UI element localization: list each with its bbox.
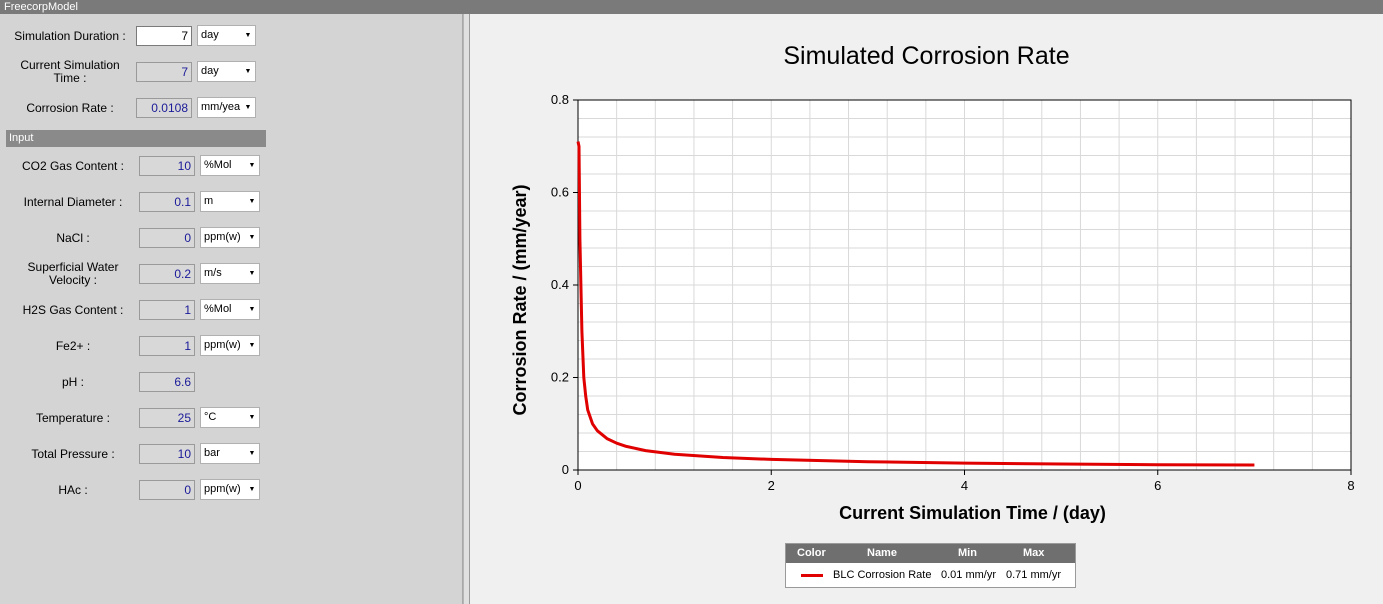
nacl-field[interactable]: 0 — [139, 228, 195, 248]
simulation-duration-unit-select[interactable]: day ▼ — [197, 25, 256, 46]
legend-header: Color Name Min Max — [786, 544, 1075, 563]
chevron-down-icon[interactable]: ▼ — [241, 98, 255, 117]
series-line-blc-corrosion-rate — [576, 141, 1255, 467]
current-simulation-time-label: Current Simulation Time : — [20, 58, 120, 85]
unit-value: m/s — [204, 267, 222, 279]
corrosion-rate-chart: 0 2 4 6 8 0 0.2 0.4 0.6 0.8 Current Simulation Tim… — [510, 92, 1355, 523]
superficial-water-velocity-label: Superficial Water Velocity : — [27, 260, 119, 287]
chevron-down-icon[interactable]: ▼ — [245, 444, 259, 463]
fe2-unit-select[interactable]: ppm(w) ▼ — [200, 335, 260, 356]
total-pressure-label: Total Pressure : — [31, 446, 115, 461]
temperature-field[interactable]: 25 — [139, 408, 195, 428]
ph-label: pH : — [61, 374, 84, 389]
chevron-down-icon[interactable]: ▼ — [245, 192, 259, 211]
hac-unit-select[interactable]: ppm(w) ▼ — [200, 479, 260, 500]
legend-swatch — [801, 574, 823, 577]
unit-value: %Mol — [204, 159, 232, 171]
superficial-water-velocity-unit-select[interactable]: m/s ▼ — [200, 263, 260, 284]
unit-value: °C — [204, 411, 217, 423]
h2s-gas-content-field[interactable]: 1 — [139, 300, 195, 320]
internal-diameter-unit-select[interactable]: m ▼ — [200, 191, 260, 212]
y-tick-label: 0 — [562, 462, 569, 477]
unit-value: bar — [204, 447, 220, 459]
unit-value: day — [201, 65, 219, 77]
superficial-water-velocity-field[interactable]: 0.2 — [139, 264, 195, 284]
chart-title: Simulated Corrosion Rate — [783, 42, 1070, 70]
x-tick-label: 8 — [1347, 478, 1354, 493]
internal-diameter-label: Internal Diameter : — [23, 194, 123, 209]
hac-label: HAc : — [58, 482, 88, 497]
y-tick-label: 0.2 — [551, 370, 569, 385]
chart-legend: Color Name Min Max BLC Corrosion Rate 0.… — [785, 543, 1076, 588]
unit-value: mm/yea — [201, 101, 241, 113]
fe2-field[interactable]: 1 — [139, 336, 195, 356]
temperature-label: Temperature : — [35, 410, 111, 425]
corrosion-rate-field[interactable]: 0.0108 — [136, 98, 192, 118]
nacl-unit-select[interactable]: ppm(w) ▼ — [200, 227, 260, 248]
window-title: FreecorpModel — [0, 0, 1383, 14]
chevron-down-icon[interactable]: ▼ — [245, 336, 259, 355]
ph-field[interactable]: 6.6 — [139, 372, 195, 392]
legend-series-max: 0.71 mm/yr — [1006, 569, 1062, 581]
legend-row[interactable]: BLC Corrosion Rate 0.01 mm/yr 0.71 mm/yr — [786, 563, 1075, 587]
pane-splitter[interactable] — [463, 14, 470, 604]
x-tick-label: 4 — [961, 478, 968, 493]
chevron-down-icon[interactable]: ▼ — [245, 480, 259, 499]
temperature-unit-select[interactable]: °C ▼ — [200, 407, 260, 428]
legend-header-min: Min — [958, 547, 977, 559]
corrosion-rate-label: Corrosion Rate : — [26, 100, 114, 115]
x-tick-label: 0 — [574, 478, 581, 493]
x-tick-label: 6 — [1154, 478, 1161, 493]
unit-value: ppm(w) — [204, 339, 241, 351]
legend-series-name: BLC Corrosion Rate — [833, 569, 932, 581]
current-simulation-time-unit-select[interactable]: day ▼ — [197, 61, 256, 82]
y-tick-label: 0.6 — [551, 185, 569, 200]
nacl-label: NaCl : — [56, 230, 90, 245]
simulation-duration-label: Simulation Duration : — [14, 28, 126, 43]
chevron-down-icon[interactable]: ▼ — [245, 228, 259, 247]
h2s-gas-content-unit-select[interactable]: %Mol ▼ — [200, 299, 260, 320]
chevron-down-icon[interactable]: ▼ — [245, 156, 259, 175]
h2s-gas-content-label: H2S Gas Content : — [22, 302, 124, 317]
chevron-down-icon[interactable]: ▼ — [241, 62, 255, 81]
chevron-down-icon[interactable]: ▼ — [245, 408, 259, 427]
co2-gas-content-field[interactable]: 10 — [139, 156, 195, 176]
fe2-label: Fe2+ : — [55, 338, 91, 353]
y-tick-label: 0.4 — [551, 277, 569, 292]
unit-value: ppm(w) — [204, 231, 241, 243]
chevron-down-icon[interactable]: ▼ — [245, 300, 259, 319]
co2-gas-content-unit-select[interactable]: %Mol ▼ — [200, 155, 260, 176]
x-tick-label: 2 — [768, 478, 775, 493]
chart-panel: Simulated Corrosion Rate 0 2 4 6 8 0 0.2 0.4 0.6… — [470, 14, 1383, 604]
legend-header-color: Color — [797, 547, 826, 559]
corrosion-rate-unit-select[interactable]: mm/yea ▼ — [197, 97, 256, 118]
chevron-down-icon[interactable]: ▼ — [241, 26, 255, 45]
total-pressure-unit-select[interactable]: bar ▼ — [200, 443, 260, 464]
co2-gas-content-label: CO2 Gas Content : — [21, 158, 125, 173]
current-simulation-time-field[interactable]: 7 — [136, 62, 192, 82]
y-tick-label: 0.8 — [551, 92, 569, 107]
legend-series-min: 0.01 mm/yr — [941, 569, 997, 581]
chevron-down-icon[interactable]: ▼ — [245, 264, 259, 283]
unit-value: ppm(w) — [204, 483, 241, 495]
unit-value: m — [204, 195, 214, 207]
unit-value: %Mol — [204, 303, 232, 315]
unit-value: day — [201, 29, 219, 41]
simulation-duration-field[interactable]: 7 — [136, 26, 192, 46]
internal-diameter-field[interactable]: 0.1 — [139, 192, 195, 212]
legend-header-name: Name — [867, 547, 897, 559]
total-pressure-field[interactable]: 10 — [139, 444, 195, 464]
x-axis-label: Current Simulation Time / (day) — [839, 503, 1106, 523]
legend-header-max: Max — [1023, 547, 1045, 559]
hac-field[interactable]: 0 — [139, 480, 195, 500]
y-axis-label: Corrosion Rate / (mm/year) — [510, 184, 530, 415]
parameters-panel: Simulation Duration : 7 day ▼ Current Simula… — [0, 14, 463, 604]
input-section-header: Input — [6, 130, 266, 147]
